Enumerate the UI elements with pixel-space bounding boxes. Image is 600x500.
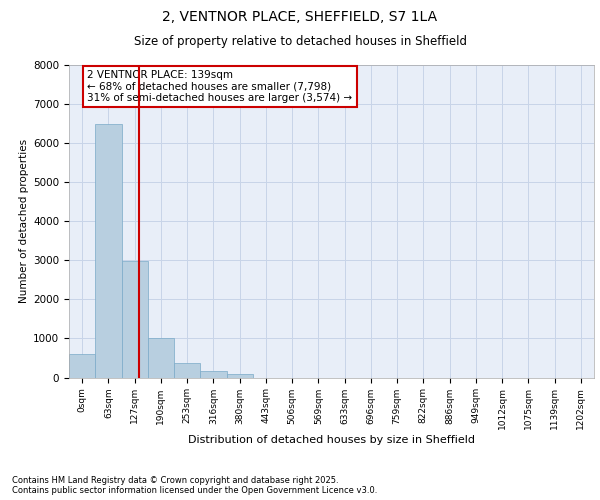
Bar [174, 362, 200, 378]
Bar [148, 338, 174, 378]
Bar [200, 370, 227, 378]
Bar [95, 124, 121, 378]
X-axis label: Distribution of detached houses by size in Sheffield: Distribution of detached houses by size … [188, 435, 475, 445]
Text: Size of property relative to detached houses in Sheffield: Size of property relative to detached ho… [133, 35, 467, 48]
Text: Contains HM Land Registry data © Crown copyright and database right 2025.
Contai: Contains HM Land Registry data © Crown c… [12, 476, 377, 495]
Bar [227, 374, 253, 378]
Text: 2, VENTNOR PLACE, SHEFFIELD, S7 1LA: 2, VENTNOR PLACE, SHEFFIELD, S7 1LA [163, 10, 437, 24]
Bar [121, 261, 148, 378]
Bar [69, 354, 95, 378]
Y-axis label: Number of detached properties: Number of detached properties [19, 139, 29, 304]
Text: 2 VENTNOR PLACE: 139sqm
← 68% of detached houses are smaller (7,798)
31% of semi: 2 VENTNOR PLACE: 139sqm ← 68% of detache… [88, 70, 353, 103]
